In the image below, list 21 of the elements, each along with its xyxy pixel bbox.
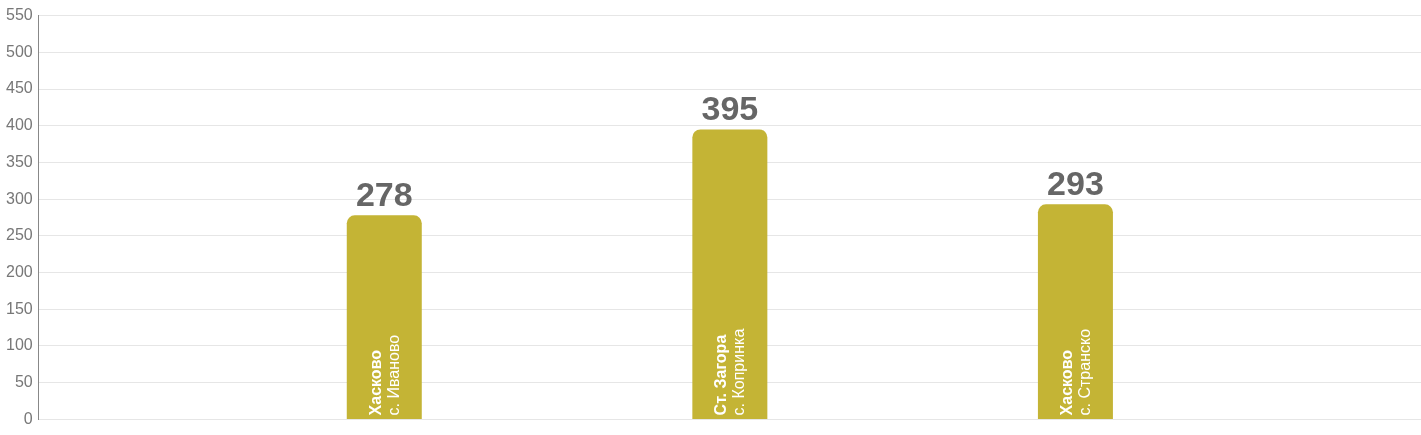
bar <box>692 129 768 419</box>
y-tick-label: 150 <box>5 299 33 317</box>
data-label: 395 <box>701 88 759 127</box>
y-tick-label: 500 <box>5 42 33 60</box>
bar <box>346 215 422 419</box>
y-tick-label: 400 <box>5 116 33 134</box>
data-label: 278 <box>355 174 413 213</box>
x-tick-label: Ст. Загора с. Копринка <box>712 328 748 416</box>
x-tick-label: Хасково с. Иваново <box>366 334 402 416</box>
y-tick-label: 50 <box>14 373 33 391</box>
x-tick-label: Хасково с. Странско <box>1057 328 1093 416</box>
y-tick-label: 450 <box>5 79 33 97</box>
data-label: 293 <box>1047 163 1104 202</box>
y-tick-label: 0 <box>23 409 33 427</box>
y-tick-label: 250 <box>5 226 33 244</box>
y-tick-label: 100 <box>5 336 33 354</box>
y-tick-label: 350 <box>5 152 33 170</box>
bar <box>1037 204 1113 419</box>
y-tick-label: 200 <box>5 262 33 280</box>
y-tick-label: 550 <box>5 6 33 24</box>
y-tick-label: 300 <box>5 189 33 207</box>
